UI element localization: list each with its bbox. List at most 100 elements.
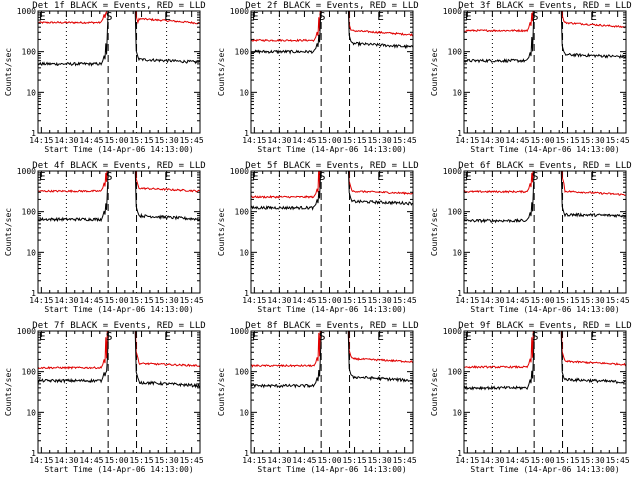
events-curve — [464, 11, 535, 64]
y-tick-label: 100 — [22, 208, 37, 217]
x-tick-label: 14:45 — [505, 296, 529, 305]
event-marker-e: E — [164, 330, 171, 343]
x-axis-label: Start Time (14-Apr-06 14:13:00) — [470, 465, 619, 474]
y-tick-label: 10 — [26, 88, 36, 97]
events-curve — [251, 331, 322, 389]
x-tick-label: 14:15 — [29, 136, 53, 145]
event-marker-e: E — [377, 170, 384, 183]
plot-frame — [37, 10, 201, 134]
x-tick-label: 14:30 — [480, 136, 504, 145]
event-marker-s: S — [319, 170, 326, 183]
events-curve — [560, 11, 626, 60]
x-tick-label: 14:30 — [267, 296, 291, 305]
y-tick-label: 1000 — [443, 327, 462, 336]
y-tick-label: 100 — [235, 368, 250, 377]
x-tick-label: 14:30 — [267, 456, 291, 465]
x-tick-label: 15:00 — [317, 456, 341, 465]
lld-curve — [348, 11, 413, 37]
event-marker-e: E — [39, 10, 46, 23]
panel-det-7f: Det 7f BLACK = Events, RED = LLD 1 10 100 10… — [4, 321, 206, 474]
y-tick-label: 1 — [31, 289, 36, 298]
plot-frame — [37, 330, 201, 454]
event-marker-e: E — [465, 330, 472, 343]
x-axis-label: Start Time (14-Apr-06 14:13:00) — [44, 305, 193, 314]
panel-title: Det 5f BLACK = Events, RED = LLD — [245, 161, 418, 171]
y-axis-label: Counts/sec — [4, 48, 13, 96]
x-tick-label: 14:15 — [242, 136, 266, 145]
lld-curve — [464, 331, 534, 369]
events-curve — [347, 331, 413, 383]
y-tick-label: 10 — [452, 408, 462, 417]
y-tick-label: 100 — [448, 48, 463, 57]
lld-curve — [560, 331, 626, 367]
x-tick-label: 14:30 — [480, 456, 504, 465]
y-axis-label: Counts/sec — [430, 48, 439, 96]
events-curve — [251, 171, 322, 211]
lld-curve — [348, 331, 413, 364]
panel-title: Det 6f BLACK = Events, RED = LLD — [458, 161, 631, 171]
plot-frame — [463, 170, 627, 294]
y-tick-label: 1000 — [17, 327, 36, 336]
x-tick-label: 15:00 — [104, 296, 128, 305]
y-tick-label: 1000 — [17, 167, 36, 176]
x-tick-label: 15:30 — [155, 456, 179, 465]
x-tick-label: 15:15 — [342, 136, 366, 145]
panel-title: Det 2f BLACK = Events, RED = LLD — [245, 1, 418, 11]
event-marker-s: S — [319, 330, 326, 343]
x-axis-label: Start Time (14-Apr-06 14:13:00) — [257, 145, 406, 154]
x-tick-label: 15:00 — [530, 136, 554, 145]
panel-title: Det 8f BLACK = Events, RED = LLD — [245, 321, 418, 331]
x-tick-label: 14:45 — [292, 456, 316, 465]
x-tick-label: 15:00 — [530, 296, 554, 305]
x-tick-label: 15:00 — [317, 136, 341, 145]
y-tick-label: 1 — [31, 129, 36, 138]
events-curve — [251, 11, 322, 55]
x-tick-label: 14:45 — [79, 136, 103, 145]
x-tick-label: 14:15 — [242, 456, 266, 465]
x-tick-label: 15:15 — [342, 456, 366, 465]
y-tick-label: 1 — [244, 129, 249, 138]
y-axis-label: Counts/sec — [430, 368, 439, 416]
event-marker-e: E — [465, 170, 472, 183]
x-tick-label: 15:30 — [581, 136, 605, 145]
x-tick-label: 14:30 — [54, 456, 78, 465]
y-axis-label: Counts/sec — [217, 208, 226, 256]
x-tick-label: 15:45 — [606, 456, 630, 465]
x-tick-label: 15:15 — [342, 296, 366, 305]
panel-det-8f: Det 8f BLACK = Events, RED = LLD 1 10 100 10… — [217, 321, 419, 474]
y-axis-label: Counts/sec — [4, 368, 13, 416]
events-curve — [38, 11, 109, 67]
panel-det-6f: Det 6f BLACK = Events, RED = LLD 1 10 100 10… — [430, 161, 632, 314]
event-marker-e: E — [39, 330, 46, 343]
x-tick-label: 14:15 — [242, 296, 266, 305]
y-tick-label: 100 — [235, 48, 250, 57]
lld-curve — [135, 11, 200, 25]
panel-det-4f: Det 4f BLACK = Events, RED = LLD 1 10 100 10… — [4, 161, 206, 314]
x-tick-label: 15:00 — [317, 296, 341, 305]
x-axis-label: Start Time (14-Apr-06 14:13:00) — [257, 465, 406, 474]
event-marker-e: E — [252, 10, 259, 23]
lld-curve — [135, 171, 200, 193]
event-marker-s: S — [532, 170, 539, 183]
panel-det-5f: Det 5f BLACK = Events, RED = LLD 1 10 100 10… — [217, 161, 419, 314]
y-tick-label: 1 — [457, 289, 462, 298]
y-tick-label: 10 — [452, 88, 462, 97]
plot-frame — [463, 330, 627, 454]
x-tick-label: 14:45 — [292, 296, 316, 305]
event-marker-e: E — [465, 10, 472, 23]
lld-curve — [348, 171, 413, 196]
y-tick-label: 100 — [448, 208, 463, 217]
plot-frame — [37, 170, 201, 294]
y-tick-label: 10 — [26, 248, 36, 257]
x-axis-label: Start Time (14-Apr-06 14:13:00) — [470, 145, 619, 154]
lld-curve — [134, 331, 200, 368]
lld-curve — [38, 11, 108, 25]
plot-frame — [463, 10, 627, 134]
lld-curve — [251, 331, 321, 368]
y-tick-label: 1 — [457, 129, 462, 138]
x-tick-label: 15:45 — [606, 296, 630, 305]
x-tick-label: 15:30 — [581, 456, 605, 465]
lld-curve — [251, 11, 321, 43]
x-tick-label: 14:30 — [267, 136, 291, 145]
